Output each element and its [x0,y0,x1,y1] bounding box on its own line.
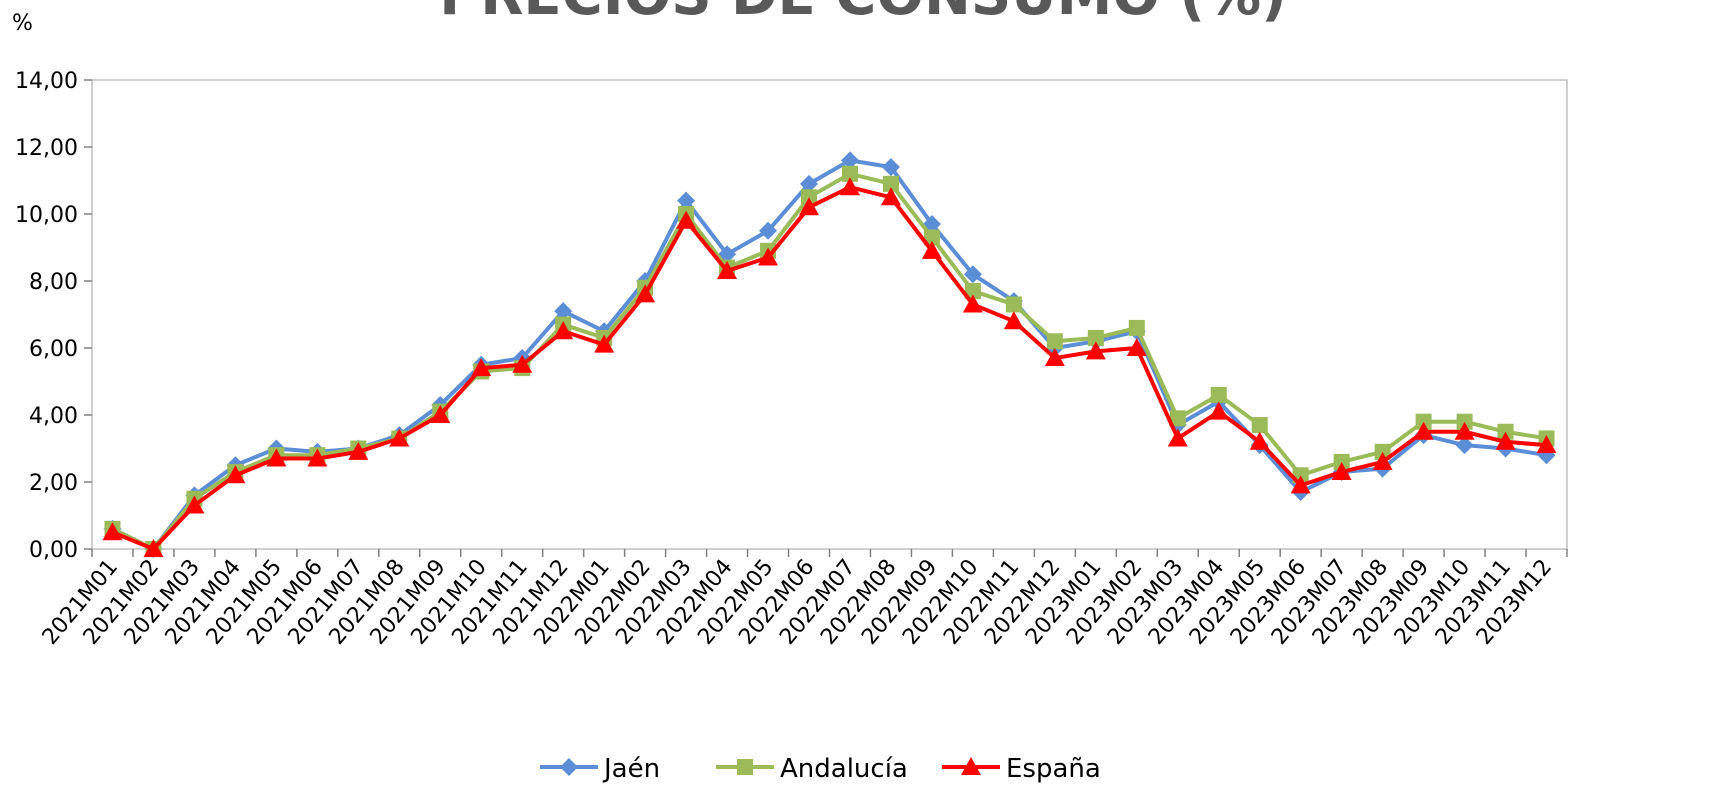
data-point-andalucia [1046,333,1063,350]
data-point-espana [1208,401,1229,420]
data-point-espana [143,539,164,557]
data-point-espana [512,354,533,373]
y-tick-label: 0,00 [29,538,78,563]
data-point-jaen [677,191,696,210]
data-point-espana [635,284,656,303]
data-point-espana [225,465,246,484]
data-point-espana [102,522,123,541]
data-point-andalucia [1415,413,1432,430]
data-point-espana [430,405,451,423]
data-point-espana [1372,451,1393,470]
data-point-andalucia [1374,443,1391,460]
y-axis-label: % [12,11,33,36]
data-point-espana [921,240,942,259]
data-point-espana [471,358,492,377]
data-point-espana [348,441,369,460]
data-point-espana [1495,431,1516,450]
data-point-andalucia [923,229,940,246]
data-point-espana [717,260,738,279]
data-point-andalucia [1251,417,1268,434]
data-point-espana [1536,435,1557,454]
data-point-espana [962,294,983,313]
data-point-espana [1003,311,1024,330]
series-line-jaen [111,158,1547,551]
chart-title: PRECIOS DE CONSUMO (%) [439,0,1287,28]
data-point-espana [553,321,574,340]
data-point-espana [839,177,860,196]
data-point-espana [1085,341,1106,360]
data-point-jaen [759,221,778,240]
data-point-espana [307,448,328,467]
data-point-jaen [554,302,573,321]
data-point-andalucia [882,175,899,192]
data-point-jaen [881,158,900,177]
y-tick-label: 14,00 [15,69,78,94]
data-point-jaen [1455,436,1474,455]
data-point-andalucia [1128,319,1145,336]
y-tick-label: 10,00 [15,203,78,228]
data-point-andalucia [1210,386,1227,403]
legend-marker [560,758,578,776]
data-point-espana [758,247,779,266]
series-line-espana [111,185,1547,551]
plot-area: 0,002,004,006,008,0010,0012,0014,002021M… [15,69,1568,650]
data-point-espana [1413,421,1434,440]
data-point-andalucia [1005,296,1022,313]
y-tick-label: 4,00 [29,404,78,429]
legend-marker [737,759,753,775]
data-point-andalucia [1169,410,1186,427]
data-point-andalucia [1087,329,1104,346]
data-point-espana [1249,431,1270,450]
legend-item-andalucia: Andalucía [716,754,908,784]
series-line-andalucia [111,171,1547,551]
data-point-espana [389,428,410,447]
legend-item-espana: España [942,754,1101,784]
series-andalucia [104,165,1555,557]
y-tick-label: 12,00 [15,136,78,161]
data-point-andalucia [964,283,981,300]
data-point-espana [880,187,901,206]
series-espana [102,177,1557,557]
data-point-espana [184,495,205,514]
data-point-espana [594,334,615,353]
data-point-jaen [963,265,982,284]
data-point-espana [266,448,287,467]
legend-marker [961,757,981,775]
y-tick-label: 8,00 [29,270,78,295]
data-point-jaen [718,245,737,264]
data-point-espana [1290,475,1311,494]
data-point-andalucia [841,165,858,182]
data-point-andalucia [1456,413,1473,430]
data-point-espana [1126,338,1147,356]
data-point-espana [676,210,697,229]
y-tick-label: 6,00 [29,337,78,362]
data-point-andalucia [1497,423,1514,440]
legend-label: Jaén [602,754,660,784]
data-point-espana [1167,428,1188,447]
data-point-espana [1044,348,1065,367]
legend-label: España [1006,754,1101,784]
data-point-jaen [800,174,819,193]
legend-item-jaen: Jaén [540,754,660,784]
data-point-espana [1454,421,1475,440]
legend-label: Andalucía [780,754,908,784]
data-point-espana [799,197,820,216]
data-point-espana [1331,461,1352,480]
data-point-jaen [840,151,859,170]
data-point-andalucia [801,189,818,206]
data-point-andalucia [1333,453,1350,470]
series-jaen [103,151,1556,558]
legend: Jaén Andalucía España [540,754,1101,784]
y-tick-label: 2,00 [29,471,78,496]
